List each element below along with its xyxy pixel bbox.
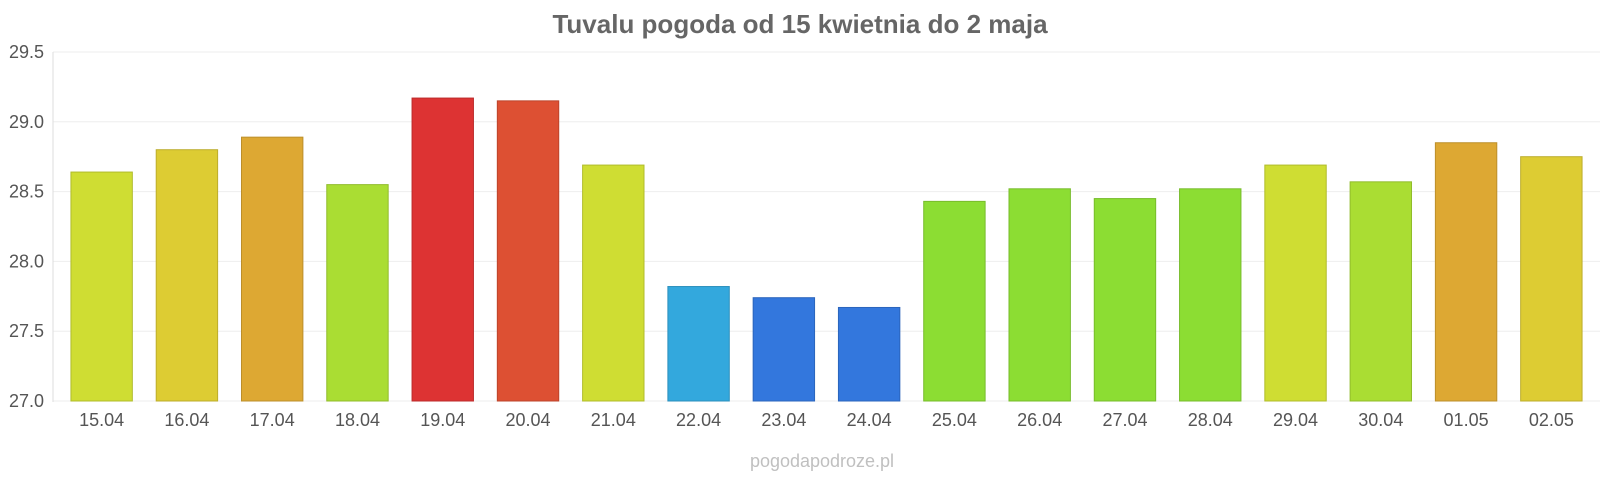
bar-27.04 <box>1093 198 1157 402</box>
bar-28.04 <box>1179 188 1242 402</box>
source-watermark: pogodapodroze.pl <box>750 451 894 471</box>
x-tick-label: 19.04 <box>420 410 465 430</box>
x-tick-label: 15.04 <box>79 410 124 430</box>
y-tick-label: 28.5 <box>9 182 44 202</box>
y-tick-label: 29.0 <box>9 112 44 132</box>
x-tick-label: 21.04 <box>591 410 636 430</box>
bar-16.04 <box>155 149 219 402</box>
x-tick-label: 01.05 <box>1444 410 1489 430</box>
x-axis-ticks: 15.04 16.04 17.04 18.04 19.04 20.04 21.04 22.04… <box>79 410 1574 430</box>
x-tick-label: 17.04 <box>250 410 295 430</box>
y-tick-label: 29.5 <box>9 42 44 62</box>
x-tick-label: 26.04 <box>1017 410 1062 430</box>
bar-23.04 <box>752 297 816 402</box>
bar-30.04 <box>1349 181 1413 402</box>
bar-22.04 <box>667 286 730 402</box>
bar-15.04 <box>70 171 133 402</box>
bar-01.05 <box>1434 142 1498 402</box>
bar-29.04 <box>1264 164 1327 402</box>
x-tick-label: 18.04 <box>335 410 380 430</box>
x-tick-label: 23.04 <box>761 410 806 430</box>
x-tick-label: 28.04 <box>1188 410 1233 430</box>
bar-26.04 <box>1008 188 1071 402</box>
bar-20.04 <box>496 100 560 402</box>
x-tick-label: 29.04 <box>1273 410 1318 430</box>
x-tick-label: 02.05 <box>1529 410 1574 430</box>
gridlines <box>53 51 1600 402</box>
bar-24.04 <box>837 306 901 402</box>
x-tick-label: 30.04 <box>1358 410 1403 430</box>
x-tick-label: 16.04 <box>164 410 209 430</box>
x-tick-label: 20.04 <box>506 410 551 430</box>
bar-17.04 <box>240 136 304 402</box>
x-tick-label: 24.04 <box>847 410 892 430</box>
bar-19.04 <box>411 97 474 402</box>
chart-title: Tuvalu pogoda od 15 kwietnia do 2 maja <box>552 9 1048 39</box>
x-tick-label: 27.04 <box>1102 410 1147 430</box>
bar-18.04 <box>326 184 389 402</box>
y-tick-label: 27.0 <box>9 391 44 411</box>
bar-02.05 <box>1520 156 1583 402</box>
y-axis-ticks: 27.0 27.5 28.0 28.5 29.0 29.5 <box>9 42 44 411</box>
bar-21.04 <box>582 164 645 402</box>
y-tick-label: 28.0 <box>9 251 44 271</box>
x-tick-label: 25.04 <box>932 410 977 430</box>
y-tick-label: 27.5 <box>9 321 44 341</box>
bar-25.04 <box>923 200 986 402</box>
x-tick-label: 22.04 <box>676 410 721 430</box>
bars <box>70 97 1583 402</box>
